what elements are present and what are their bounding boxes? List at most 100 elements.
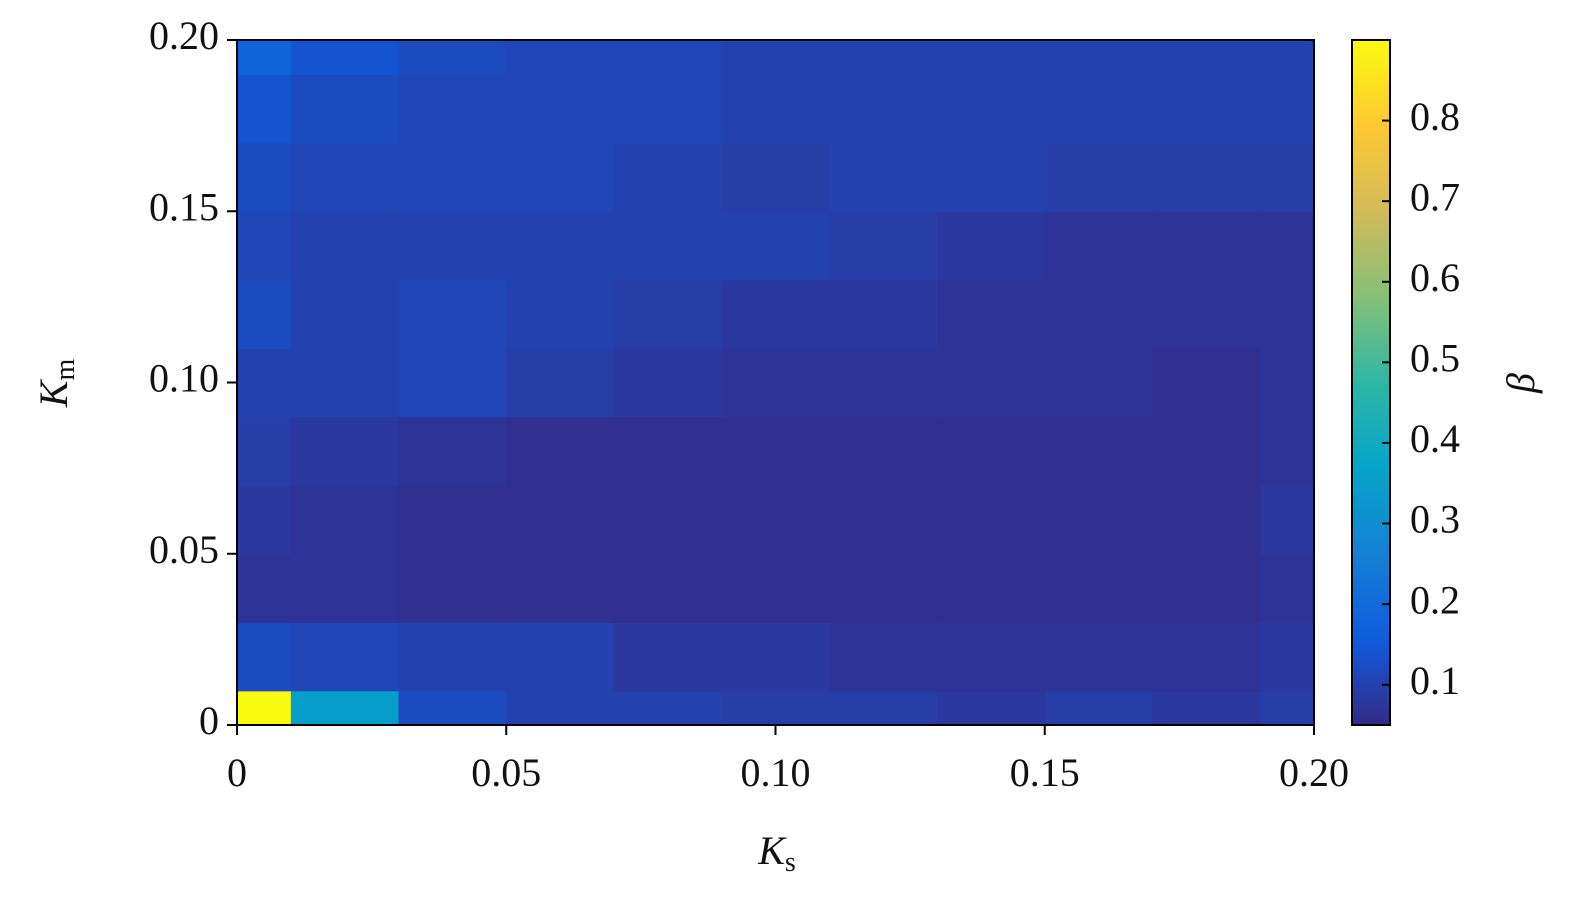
- contour-cell: [829, 74, 938, 144]
- contour-cell: [829, 553, 938, 623]
- contour-cell: [1152, 416, 1261, 486]
- contour-cell: [937, 690, 1046, 725]
- contour-cell: [937, 485, 1046, 555]
- contour-cell: [398, 211, 507, 281]
- colorbar-tick-label: 0.4: [1410, 416, 1460, 461]
- contour-cell: [237, 74, 292, 144]
- contour-cell: [937, 142, 1046, 212]
- contour-cell: [937, 348, 1046, 418]
- contour-cell: [1152, 348, 1261, 418]
- y-tick-label: 0.05: [149, 527, 219, 572]
- contour-cell: [237, 622, 292, 692]
- contour-cell: [1152, 485, 1261, 555]
- contour-cell: [721, 40, 830, 75]
- contour-cell: [506, 416, 615, 486]
- contour-cell: [1044, 74, 1154, 144]
- contour-cell: [1152, 142, 1261, 212]
- colorbar-tick-label: 0.2: [1410, 577, 1460, 622]
- contour-cell: [613, 416, 723, 486]
- contour-cell: [829, 142, 938, 212]
- contour-cell: [1260, 279, 1314, 349]
- contour-cell: [829, 279, 938, 349]
- contour-cell: [1152, 211, 1261, 281]
- contour-cell: [613, 279, 723, 349]
- contour-cell: [1260, 348, 1314, 418]
- y-tick-label: 0: [199, 698, 219, 743]
- contour-cell: [237, 690, 292, 725]
- contour-cell: [237, 279, 292, 349]
- contour-cell: [829, 622, 938, 692]
- contour-cell: [290, 622, 400, 692]
- contour-cell: [613, 142, 723, 212]
- x-tick-label: 0.10: [741, 750, 811, 795]
- contour-cell: [237, 40, 292, 75]
- contour-cell: [398, 485, 507, 555]
- x-label-main: K: [757, 828, 787, 873]
- contour-cell: [237, 348, 292, 418]
- contour-cell: [1260, 211, 1314, 281]
- contour-cell: [1044, 553, 1154, 623]
- x-tick-label: 0.15: [1010, 750, 1080, 795]
- contour-cell: [290, 348, 400, 418]
- contour-cell: [1044, 279, 1154, 349]
- x-axis-label: Ks: [757, 828, 796, 878]
- contour-cell: [937, 416, 1046, 486]
- contour-cell: [290, 279, 400, 349]
- x-tick-label: 0: [227, 750, 247, 795]
- x-tick-label: 0.20: [1279, 750, 1349, 795]
- contour-cell: [613, 348, 723, 418]
- y-tick-label: 0.20: [149, 13, 219, 58]
- contour-cell: [829, 348, 938, 418]
- contour-cell: [721, 279, 830, 349]
- contour-cell: [1260, 622, 1314, 692]
- contour-cell: [290, 553, 400, 623]
- contour-cell: [398, 416, 507, 486]
- contour-cell: [506, 690, 615, 725]
- contour-cell: [937, 553, 1046, 623]
- contour-cell: [721, 622, 830, 692]
- contour-cell: [613, 553, 723, 623]
- contour-cell: [290, 211, 400, 281]
- contour-cell: [290, 416, 400, 486]
- contour-cell: [937, 211, 1046, 281]
- contour-cell: [237, 485, 292, 555]
- colorbar-label: β: [1498, 373, 1543, 394]
- contour-cell: [506, 142, 615, 212]
- contour-cell: [1260, 553, 1314, 623]
- colorbar-tick-label: 0.5: [1410, 336, 1460, 381]
- contour-cell: [1044, 348, 1154, 418]
- y-axis-label: Km: [31, 359, 81, 409]
- contour-cell: [721, 690, 830, 725]
- contour-cell: [290, 485, 400, 555]
- contour-cell: [398, 348, 507, 418]
- y-label-main: K: [31, 378, 76, 408]
- contour-cell: [721, 74, 830, 144]
- contour-cell: [937, 622, 1046, 692]
- contour-cell: [613, 74, 723, 144]
- colorbar-tick-label: 0.1: [1410, 658, 1460, 703]
- contour-cell: [721, 485, 830, 555]
- contour-cell: [1044, 485, 1154, 555]
- contour-cell: [1260, 485, 1314, 555]
- contour-cell: [613, 690, 723, 725]
- contour-cell: [290, 690, 400, 725]
- contour-cell: [1260, 142, 1314, 212]
- contour-cell: [613, 485, 723, 555]
- x-label-sub: s: [785, 847, 796, 878]
- contour-cell: [506, 211, 615, 281]
- contour-cell: [829, 485, 938, 555]
- contour-cell: [1044, 622, 1154, 692]
- contour-cell: [1152, 40, 1261, 75]
- contour-cell: [1260, 40, 1314, 75]
- contour-cell: [237, 211, 292, 281]
- colorbar-tick-label: 0.6: [1410, 255, 1460, 300]
- contour-cell: [829, 211, 938, 281]
- contour-cell: [937, 279, 1046, 349]
- contour-cell: [506, 348, 615, 418]
- contour-cell: [506, 622, 615, 692]
- contour-cell: [1152, 690, 1261, 725]
- colorbar-tick-label: 0.3: [1410, 497, 1460, 542]
- contour-cell: [1152, 553, 1261, 623]
